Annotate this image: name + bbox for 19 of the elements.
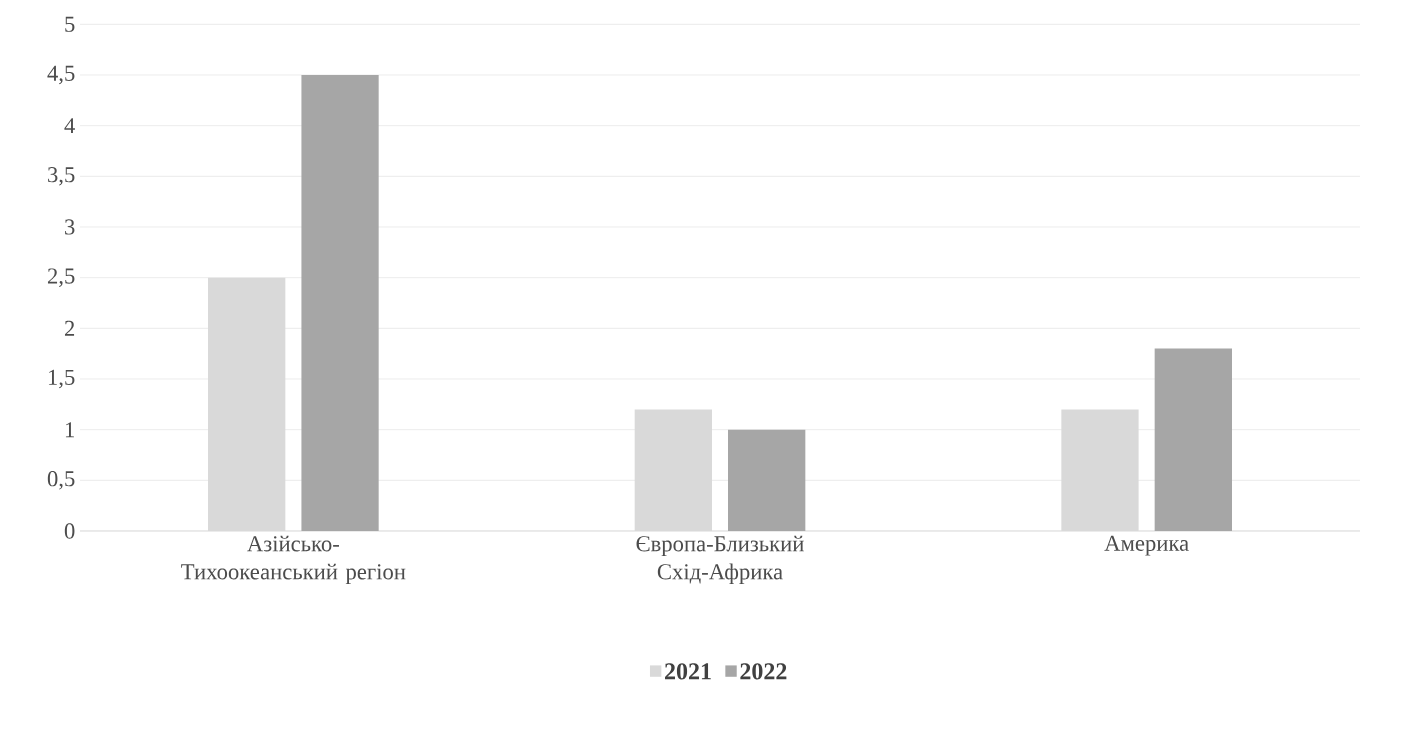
y-tick-label: 0,5 [47,471,75,490]
y-tick-label: 0 [64,523,75,539]
x-tick-label: Азійсько-Тихоокеанський регіон [181,535,406,585]
y-tick-label: 4,5 [47,65,75,85]
bar [728,429,806,531]
y-tick-label: 2 [64,320,75,336]
bar [1154,348,1233,531]
y-tick-label: 4 [64,118,75,134]
y-tick-label: 1,5 [48,369,75,389]
y-tick-label: 2,5 [47,268,75,287]
y-tick-label: 1 [65,422,74,438]
legend-label: 2022 [740,663,787,680]
x-tick-label: Америка [1104,535,1189,556]
y-tick-label: 5 [65,16,75,32]
x-tick-label: Європа-Близький Схід-Африка [636,535,804,585]
bar [301,75,379,531]
y-tick-label: 3,5 [48,167,75,186]
y-tick-label: 3 [65,219,75,235]
legend-label: 2021 [665,663,711,680]
